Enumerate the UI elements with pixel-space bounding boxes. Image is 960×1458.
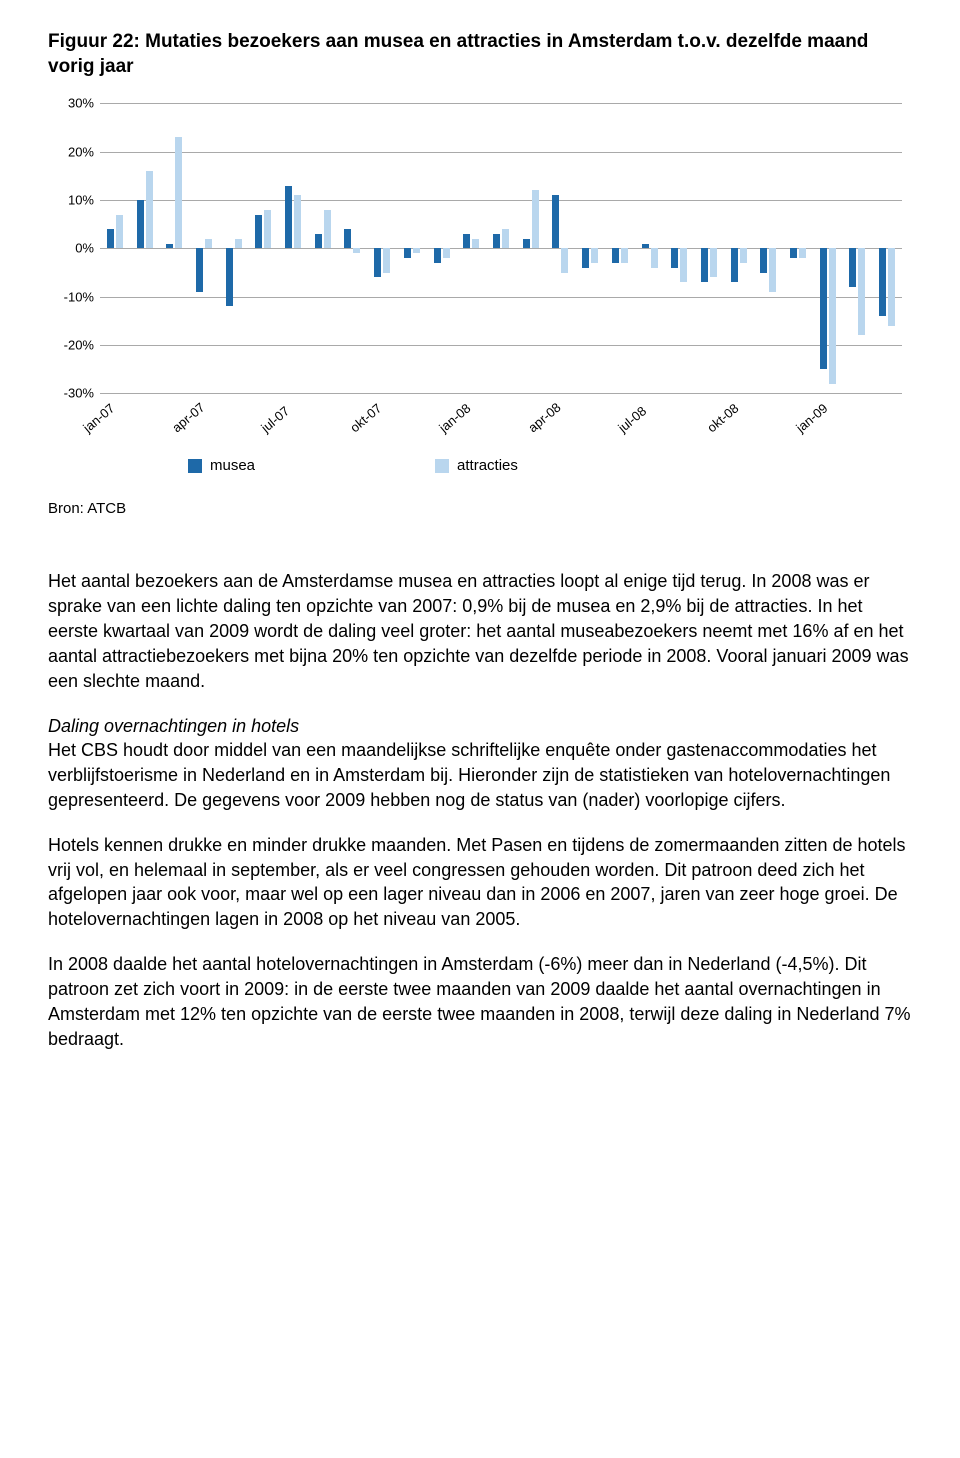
chart-bar: [769, 248, 776, 292]
chart-y-tick-label: 20%: [54, 144, 94, 159]
chart-bar: [383, 248, 390, 272]
chart-bar: [166, 244, 173, 249]
chart-x-tick-label: jul-08: [615, 404, 649, 436]
chart-bar: [710, 248, 717, 277]
paragraph-1: Het aantal bezoekers aan de Amsterdamse …: [48, 569, 912, 693]
chart-bar: [502, 229, 509, 248]
legend-item-musea: musea: [188, 457, 255, 474]
chart-bar: [651, 248, 658, 267]
chart-bar: [196, 248, 203, 292]
chart-bar: [235, 239, 242, 249]
chart-bar: [175, 137, 182, 248]
chart-bar: [353, 248, 360, 253]
chart-x-labels: jan-07apr-07jul-07okt-07jan-08apr-08jul-…: [100, 397, 902, 443]
chart-bar: [146, 171, 153, 248]
chart-y-tick-label: -10%: [54, 289, 94, 304]
chart-bar: [849, 248, 856, 287]
chart-bar: [582, 248, 589, 267]
chart-bar: [264, 210, 271, 249]
chart-bar: [226, 248, 233, 306]
chart-bar: [404, 248, 411, 258]
legend-label-musea: musea: [210, 457, 255, 474]
chart-bar: [205, 239, 212, 249]
chart-y-tick-label: -30%: [54, 386, 94, 401]
chart-bar: [820, 248, 827, 369]
chart-bar: [731, 248, 738, 282]
chart-y-tick-label: 0%: [54, 241, 94, 256]
body-text: Het aantal bezoekers aan de Amsterdamse …: [48, 569, 912, 1051]
chart-bar: [799, 248, 806, 258]
chart-bar: [642, 244, 649, 249]
chart-bar: [701, 248, 708, 282]
chart-bar: [591, 248, 598, 263]
chart-source: Bron: ATCB: [48, 500, 912, 517]
chart-bar: [621, 248, 628, 263]
chart-bar: [463, 234, 470, 249]
legend-item-attracties: attracties: [435, 457, 518, 474]
chart-bar: [680, 248, 687, 282]
chart-bars: [100, 103, 902, 393]
chart-bar: [888, 248, 895, 325]
chart-y-tick-label: 30%: [54, 96, 94, 111]
chart-bar: [523, 239, 530, 249]
chart-bar: [107, 229, 114, 248]
chart-x-tick-label: jul-07: [258, 404, 292, 436]
page: Figuur 22: Mutaties bezoekers aan musea …: [0, 0, 960, 1111]
chart-bar: [858, 248, 865, 335]
chart-bar: [344, 229, 351, 248]
paragraph-4: In 2008 daalde het aantal hotelovernacht…: [48, 952, 912, 1051]
chart-bar: [434, 248, 441, 263]
chart-bar: [612, 248, 619, 263]
chart-bar: [443, 248, 450, 258]
chart-legend: musea attracties: [188, 457, 912, 474]
subheading: Daling overnachtingen in hotels: [48, 716, 299, 736]
chart-bar: [413, 248, 420, 253]
chart-gridline: [100, 393, 902, 394]
chart-bar: [740, 248, 747, 263]
paragraph-3: Hotels kennen drukke en minder drukke ma…: [48, 833, 912, 932]
paragraph-2-body: Het CBS houdt door middel van een maande…: [48, 740, 890, 810]
chart-bar: [324, 210, 331, 249]
legend-swatch-attracties: [435, 459, 449, 473]
chart-bar: [116, 215, 123, 249]
chart: -30%-20%-10%0%10%20%30% jan-07apr-07jul-…: [54, 103, 902, 443]
legend-label-attracties: attracties: [457, 457, 518, 474]
chart-bar: [879, 248, 886, 316]
chart-bar: [374, 248, 381, 277]
chart-bar: [829, 248, 836, 383]
chart-bar: [315, 234, 322, 249]
chart-x-tick-label: jan-08: [436, 401, 473, 436]
chart-bar: [472, 239, 479, 249]
chart-x-tick-label: apr-07: [169, 400, 207, 436]
chart-x-tick-label: jan-09: [793, 401, 830, 436]
chart-y-tick-label: -20%: [54, 338, 94, 353]
legend-swatch-musea: [188, 459, 202, 473]
chart-bar: [790, 248, 797, 258]
chart-bar: [255, 215, 262, 249]
chart-bar: [532, 190, 539, 248]
chart-bar: [552, 195, 559, 248]
chart-x-tick-label: jan-07: [80, 401, 117, 436]
chart-y-tick-label: 10%: [54, 193, 94, 208]
figure-title: Figuur 22: Mutaties bezoekers aan musea …: [48, 30, 912, 79]
chart-bar: [294, 195, 301, 248]
chart-bar: [493, 234, 500, 249]
chart-x-tick-label: okt-08: [704, 401, 741, 436]
paragraph-2: Daling overnachtingen in hotels Het CBS …: [48, 714, 912, 813]
chart-x-tick-label: apr-08: [526, 400, 564, 436]
chart-bar: [137, 200, 144, 248]
chart-bar: [671, 248, 678, 267]
chart-bar: [285, 186, 292, 249]
chart-bar: [561, 248, 568, 272]
chart-bar: [760, 248, 767, 272]
chart-x-tick-label: okt-07: [347, 401, 384, 436]
